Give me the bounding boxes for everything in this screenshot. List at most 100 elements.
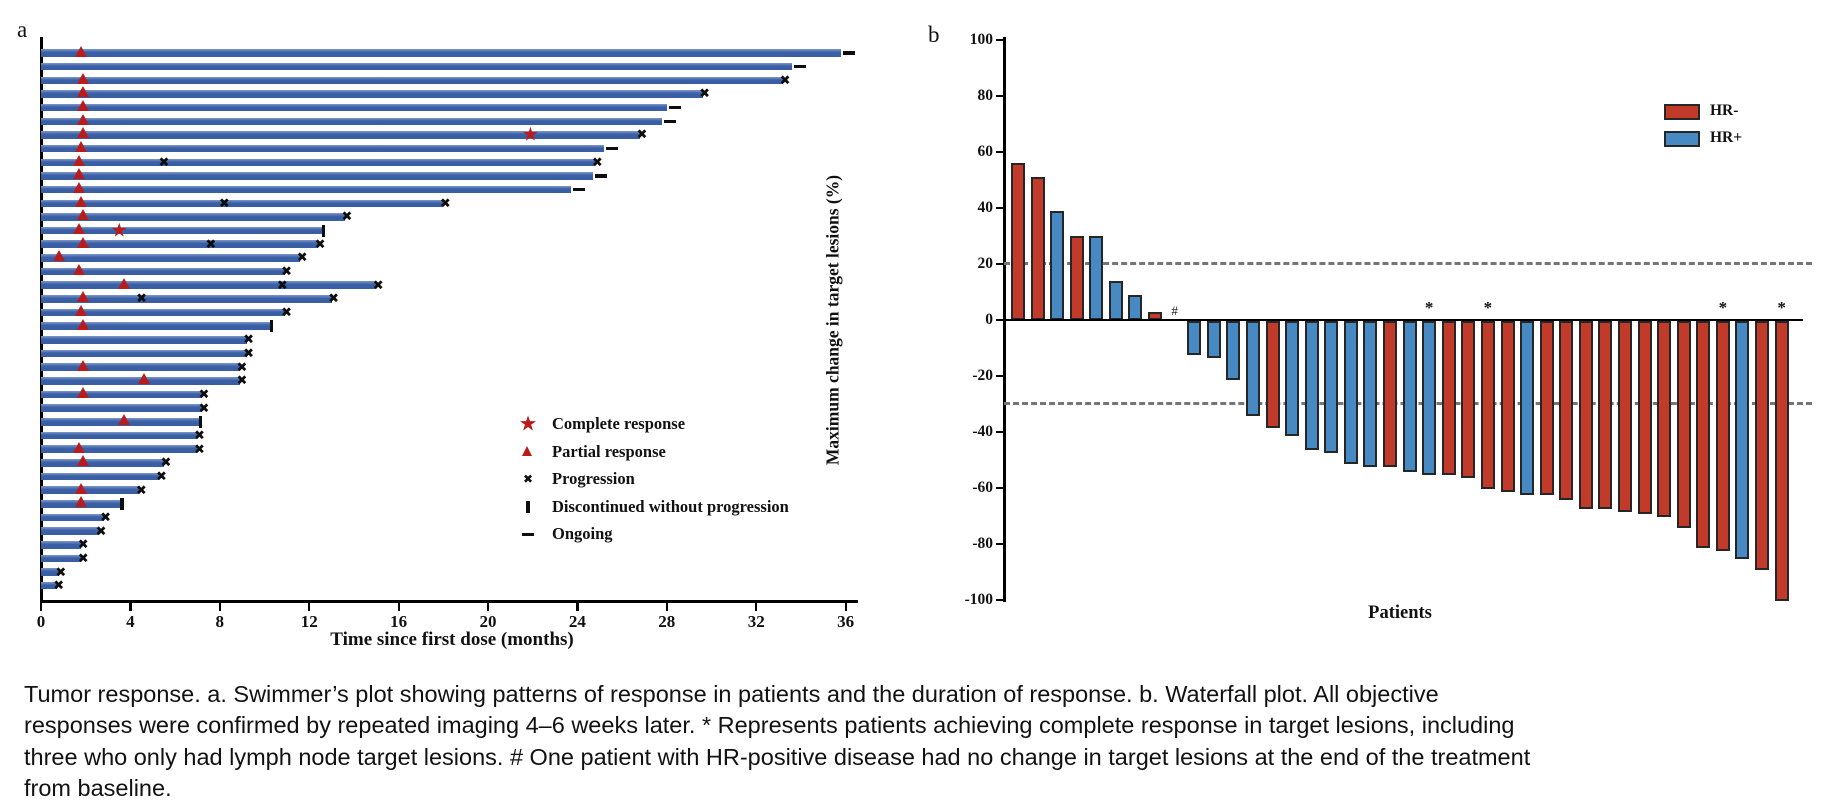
swimmer-bar xyxy=(41,527,100,535)
swimmer-bar xyxy=(41,554,82,563)
progression-x-icon: ✖ xyxy=(779,73,791,89)
complete-response-star-icon: ★ xyxy=(110,219,128,242)
waterfall-x-axis-label: Patients xyxy=(1368,603,1432,623)
progression-x-icon: ✖ xyxy=(281,264,293,280)
progression-x-icon: ✖ xyxy=(193,442,205,458)
legend-swatch xyxy=(1664,104,1700,120)
swimmer-x-tick xyxy=(308,602,311,611)
partial-response-triangle-icon xyxy=(52,250,65,262)
waterfall-y-tick xyxy=(996,263,1003,266)
progression-x-icon: ✖ xyxy=(136,291,148,307)
partial-response-triangle-icon xyxy=(77,236,90,248)
waterfall-bar xyxy=(1265,321,1280,428)
waterfall-bar xyxy=(1304,321,1319,450)
waterfall-bar xyxy=(1696,321,1711,548)
waterfall-bar xyxy=(1520,321,1535,495)
swimmer-bar xyxy=(41,486,140,494)
progression-x-icon: ✖ xyxy=(591,155,603,171)
waterfall-y-tick-label: 20 xyxy=(977,255,994,272)
ongoing-dash-icon xyxy=(668,106,681,110)
reference-line xyxy=(1004,262,1812,266)
swimmer-x-tick-label: 8 xyxy=(215,612,225,631)
progression-x-icon: ✖ xyxy=(328,291,339,307)
swimmer-x-tick-label: 36 xyxy=(837,612,855,631)
partial-response-triangle-icon xyxy=(72,168,85,180)
partial-response-triangle-icon xyxy=(117,414,130,426)
waterfall-zero-line xyxy=(1003,318,1803,321)
progression-x-icon: ✖ xyxy=(198,387,210,403)
waterfall-bar xyxy=(1245,321,1260,417)
waterfall-bar xyxy=(1617,321,1632,512)
swimmer-bar xyxy=(41,185,571,194)
progression-x-icon: ✖ xyxy=(198,401,210,417)
swimmer-bar xyxy=(41,295,332,303)
partial-response-triangle-icon xyxy=(77,100,90,112)
waterfall-y-tick-label: 80 xyxy=(977,87,994,104)
swimmer-x-tick-label: 0 xyxy=(36,612,46,631)
swimmer-x-tick xyxy=(665,602,668,611)
partial-response-triangle-icon xyxy=(77,127,90,139)
swimmer-x-tick xyxy=(218,602,221,611)
waterfall-bar xyxy=(1715,321,1730,551)
swimmer-x-axis xyxy=(40,600,858,603)
waterfall-bar xyxy=(1011,163,1025,320)
waterfall-y-tick-label: -80 xyxy=(972,535,993,552)
swimmer-bar xyxy=(41,363,240,371)
swimmer-bar xyxy=(41,76,784,85)
swimmer-y-axis xyxy=(40,37,43,602)
waterfall-y-tick-label: -100 xyxy=(964,591,993,608)
waterfall-bar xyxy=(1676,321,1691,529)
progression-x-icon: ✖ xyxy=(160,455,172,471)
swimmer-bar xyxy=(41,240,319,248)
waterfall-y-tick xyxy=(996,151,1003,154)
waterfall-y-tick-label: 40 xyxy=(977,199,994,216)
legend-item-label: Ongoing xyxy=(552,524,613,544)
swimmer-x-tick-label: 4 xyxy=(126,612,135,631)
progression-x-icon: ✖ xyxy=(243,332,255,348)
waterfall-bar xyxy=(1030,177,1045,320)
swimmer-bar xyxy=(41,336,247,344)
progression-x-icon: ✖ xyxy=(193,428,205,444)
waterfall-bar xyxy=(1441,321,1456,476)
waterfall-bar xyxy=(1735,321,1750,560)
progression-x-icon: ✖ xyxy=(372,278,384,294)
progression-x-icon: ✖ xyxy=(236,373,248,389)
progression-x-icon: ✖ xyxy=(281,305,293,321)
complete-response-asterisk: * xyxy=(1424,298,1434,317)
waterfall-bar xyxy=(1657,321,1672,518)
partial-response-triangle-icon xyxy=(75,141,88,153)
swimmer-bar xyxy=(41,322,272,330)
swimmer-bar xyxy=(41,158,596,167)
discontinued-bar-icon xyxy=(120,497,124,510)
waterfall-bar xyxy=(1539,321,1554,495)
legend-item-label: Progression xyxy=(552,469,635,489)
legend-star-icon: ★ xyxy=(518,411,538,436)
swimmer-x-tick-label: 28 xyxy=(658,612,676,631)
waterfall-y-tick-label: -60 xyxy=(972,479,993,496)
progression-x-icon: ✖ xyxy=(205,237,217,253)
swimmer-bar xyxy=(41,49,842,57)
figure-caption: Tumor response. a. Swimmer’s plot showin… xyxy=(24,681,1531,801)
progression-x-icon: ✖ xyxy=(243,346,255,362)
swimmer-bar xyxy=(41,541,82,549)
waterfall-y-axis-label: Maximum change in target lesions (%) xyxy=(822,174,843,466)
swimmer-bar xyxy=(41,103,667,112)
swimmer-bar xyxy=(41,281,377,289)
ongoing-dash-icon xyxy=(606,147,619,151)
waterfall-bar xyxy=(1050,210,1065,320)
swimmer-bar xyxy=(41,581,57,590)
waterfall-bar xyxy=(1402,321,1417,473)
progression-x-icon: ✖ xyxy=(95,524,107,540)
swimmer-x-tick-label: 20 xyxy=(479,612,497,631)
partial-response-triangle-icon xyxy=(75,305,88,317)
complete-response-asterisk: * xyxy=(1483,298,1493,317)
progression-x-icon: ✖ xyxy=(77,537,89,553)
progression-x-icon: ✖ xyxy=(439,196,451,212)
complete-response-asterisk: * xyxy=(1718,298,1728,317)
ongoing-dash-icon xyxy=(595,174,608,178)
swimmer-x-tick xyxy=(129,602,132,611)
swimmer-bar xyxy=(41,199,444,207)
progression-x-icon: ✖ xyxy=(77,551,89,567)
legend-item-label: HR- xyxy=(1710,102,1739,119)
no-change-hash: # xyxy=(1171,303,1178,318)
